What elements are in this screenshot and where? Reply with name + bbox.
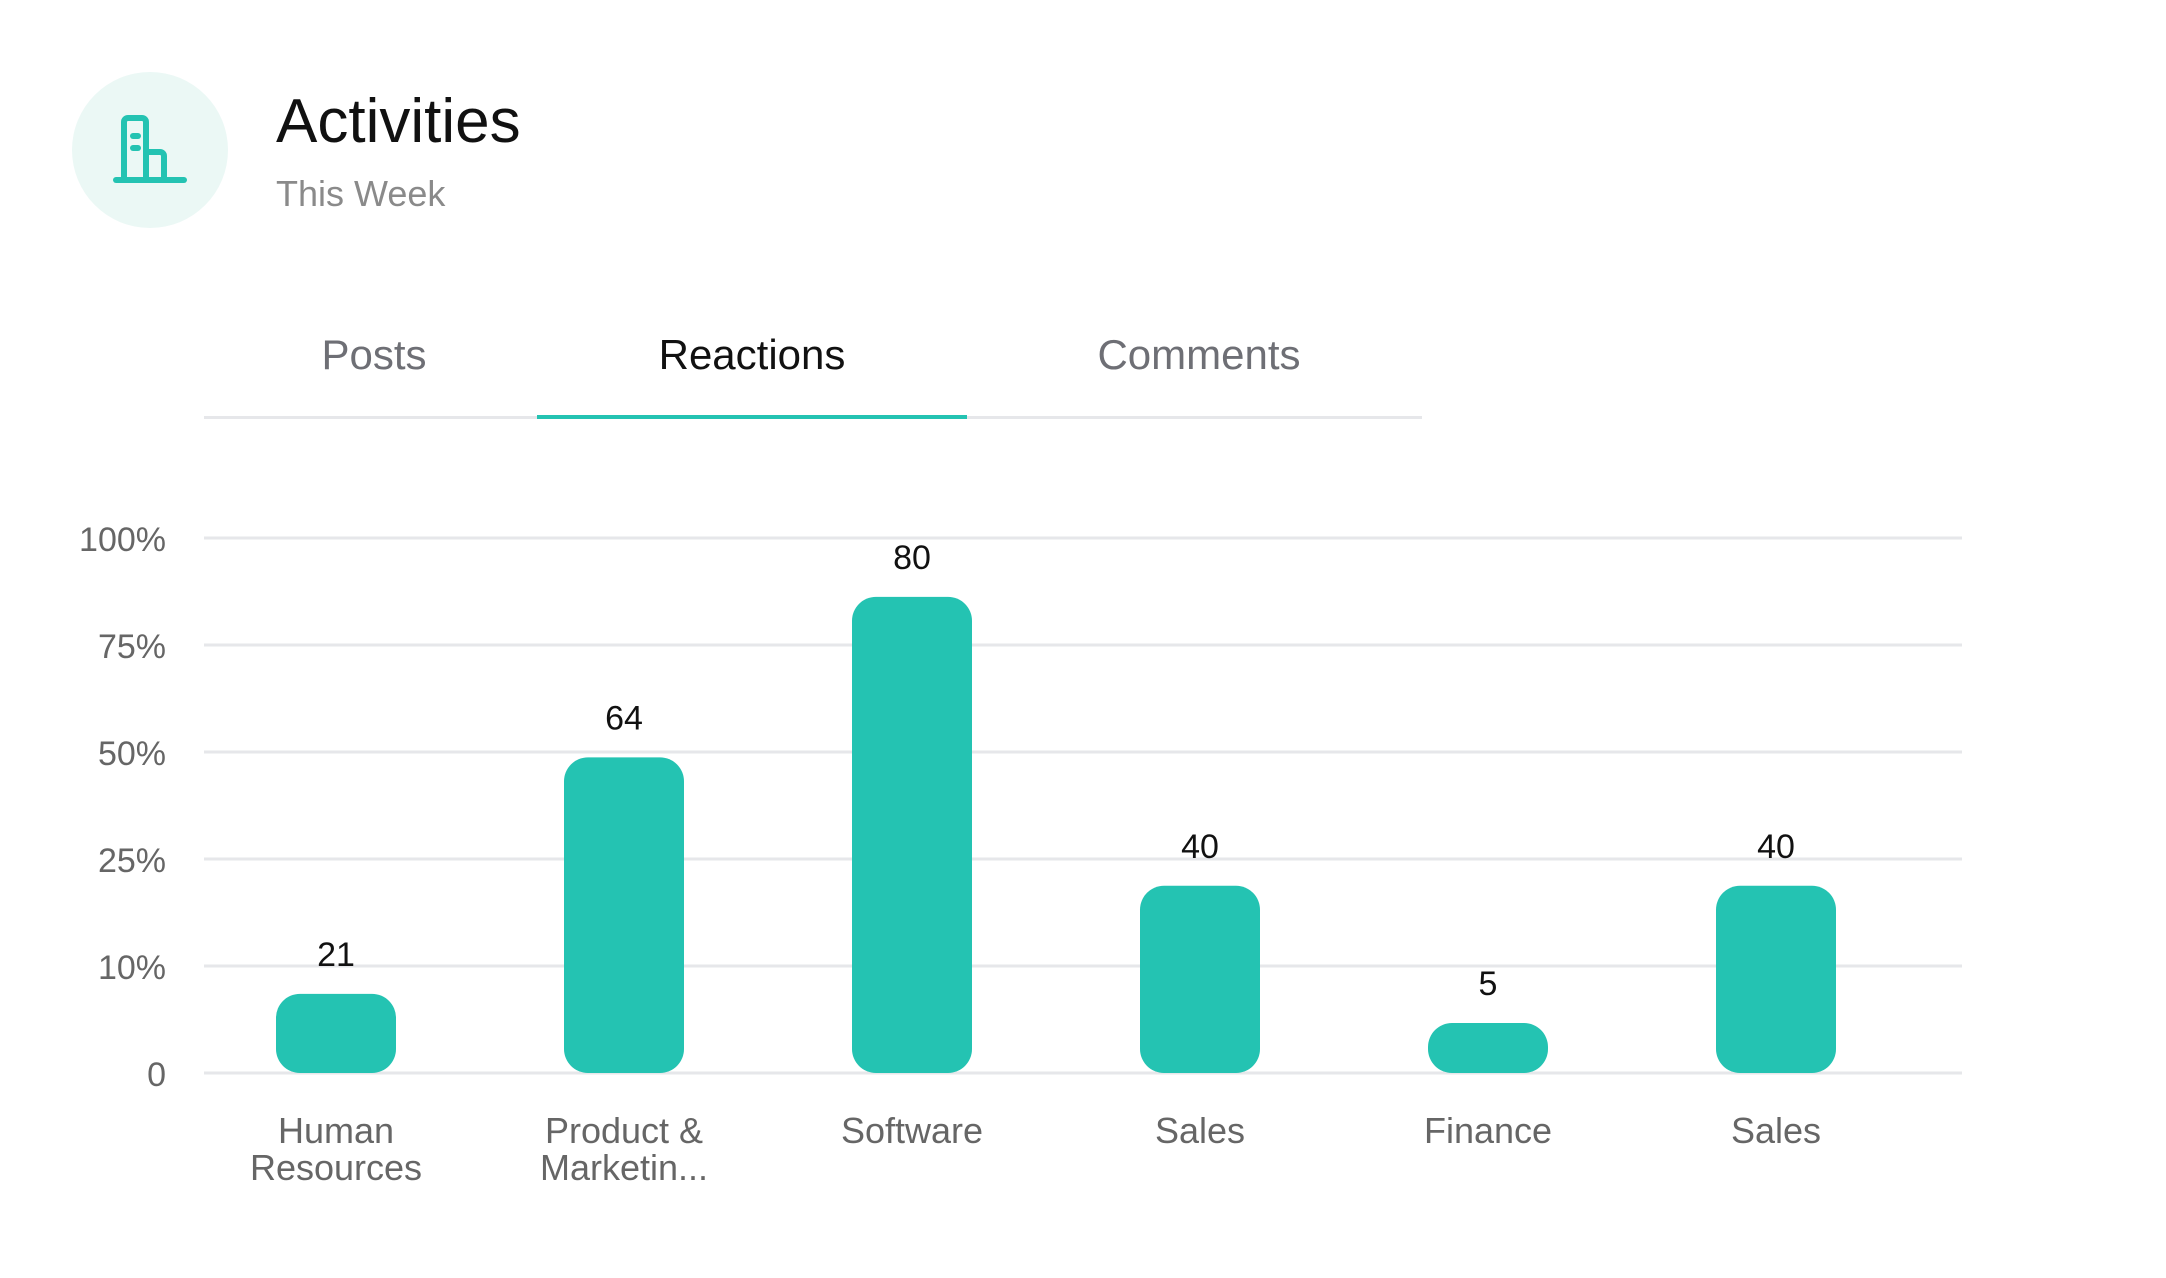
y-tick-label: 0 — [147, 1056, 166, 1094]
x-category-label: Sales — [1731, 1110, 1821, 1151]
x-category-label: Sales — [1155, 1110, 1245, 1151]
building-icon — [113, 115, 187, 183]
card-subtitle: This Week — [276, 173, 446, 214]
bar-value-label: 64 — [605, 699, 643, 737]
bar-value-label: 80 — [893, 539, 931, 577]
y-tick-label: 25% — [98, 842, 166, 880]
y-tick-label: 100% — [79, 521, 166, 559]
building-avatar — [72, 72, 228, 228]
bar — [1140, 885, 1260, 1073]
bar-value-label: 5 — [1479, 965, 1498, 1003]
bar — [852, 596, 972, 1073]
bar — [1428, 1023, 1548, 1073]
x-category-label: Marketin... — [540, 1147, 708, 1188]
x-category-label: Software — [841, 1110, 983, 1151]
bar — [1716, 885, 1836, 1073]
y-tick-label: 10% — [98, 949, 166, 987]
x-category-label: Finance — [1424, 1110, 1552, 1151]
tab-bar: Posts Reactions Comments — [204, 320, 1422, 420]
tab-posts[interactable]: Posts — [321, 331, 427, 378]
y-tick-label: 50% — [98, 735, 166, 773]
tab-reactions[interactable]: Reactions — [658, 331, 846, 378]
bar-value-label: 21 — [317, 936, 355, 974]
x-category-label: Human — [278, 1110, 394, 1151]
bar — [564, 757, 684, 1073]
bar-value-label: 40 — [1181, 828, 1219, 866]
bar — [276, 993, 396, 1073]
y-tick-label: 75% — [98, 628, 166, 666]
card-title: Activities — [276, 87, 521, 156]
bar-value-label: 40 — [1757, 828, 1795, 866]
tab-comments[interactable]: Comments — [1097, 331, 1301, 378]
x-category-label: Product & — [545, 1110, 703, 1151]
active-tab-indicator — [537, 415, 967, 419]
x-category-label: Resources — [250, 1147, 422, 1188]
